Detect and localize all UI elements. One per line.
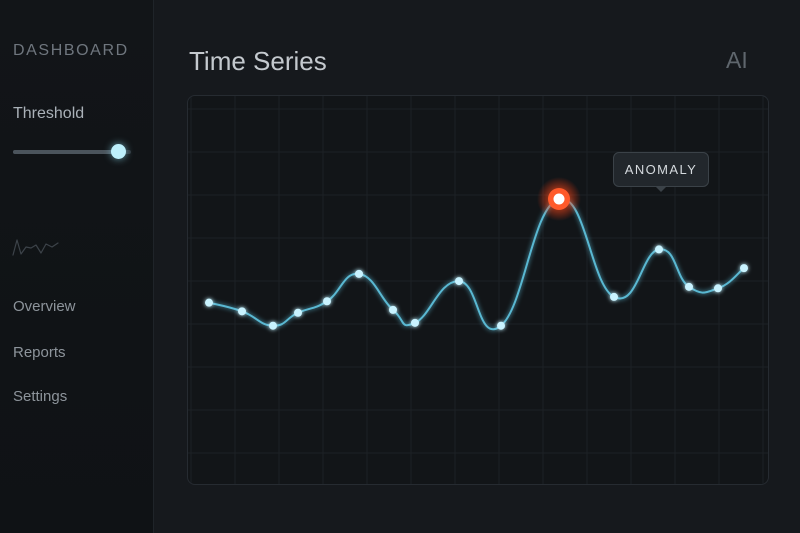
- data-point[interactable]: [610, 292, 618, 301]
- nav-item-overview[interactable]: Overview: [13, 298, 76, 315]
- waveform-icon: [12, 239, 59, 256]
- data-point[interactable]: [497, 321, 505, 330]
- brand-label: DASHBOARD: [13, 42, 129, 59]
- page-title: Time Series: [189, 46, 327, 76]
- tooltip-arrow: [655, 186, 667, 192]
- slider-thumb[interactable]: [111, 144, 127, 159]
- threshold-slider[interactable]: [13, 140, 131, 164]
- slider-fill: [13, 150, 120, 154]
- time-series-chart: [188, 96, 768, 484]
- anomaly-tooltip: ANOMALY: [613, 152, 709, 187]
- series-line: [208, 197, 745, 330]
- threshold-label: Threshold: [13, 105, 85, 122]
- data-point[interactable]: [655, 245, 663, 254]
- data-point[interactable]: [389, 305, 397, 314]
- data-point[interactable]: [455, 277, 463, 286]
- chart-panel: ANOMALY: [187, 95, 769, 485]
- nav-item-settings[interactable]: Settings: [13, 388, 68, 405]
- data-point[interactable]: [205, 298, 213, 307]
- data-point[interactable]: [294, 308, 302, 317]
- sidebar: DASHBOARD Threshold Overview Reports Set…: [0, 0, 154, 533]
- nav-item-reports[interactable]: Reports: [13, 344, 66, 361]
- data-point[interactable]: [740, 264, 748, 273]
- data-point[interactable]: [269, 321, 277, 330]
- anomaly-point[interactable]: [553, 193, 565, 205]
- data-point[interactable]: [714, 284, 722, 293]
- data-point[interactable]: [238, 307, 246, 316]
- data-point[interactable]: [323, 297, 331, 306]
- data-point[interactable]: [685, 282, 693, 291]
- data-point[interactable]: [411, 318, 419, 327]
- data-point[interactable]: [355, 269, 363, 278]
- ai-badge: AI: [726, 47, 748, 73]
